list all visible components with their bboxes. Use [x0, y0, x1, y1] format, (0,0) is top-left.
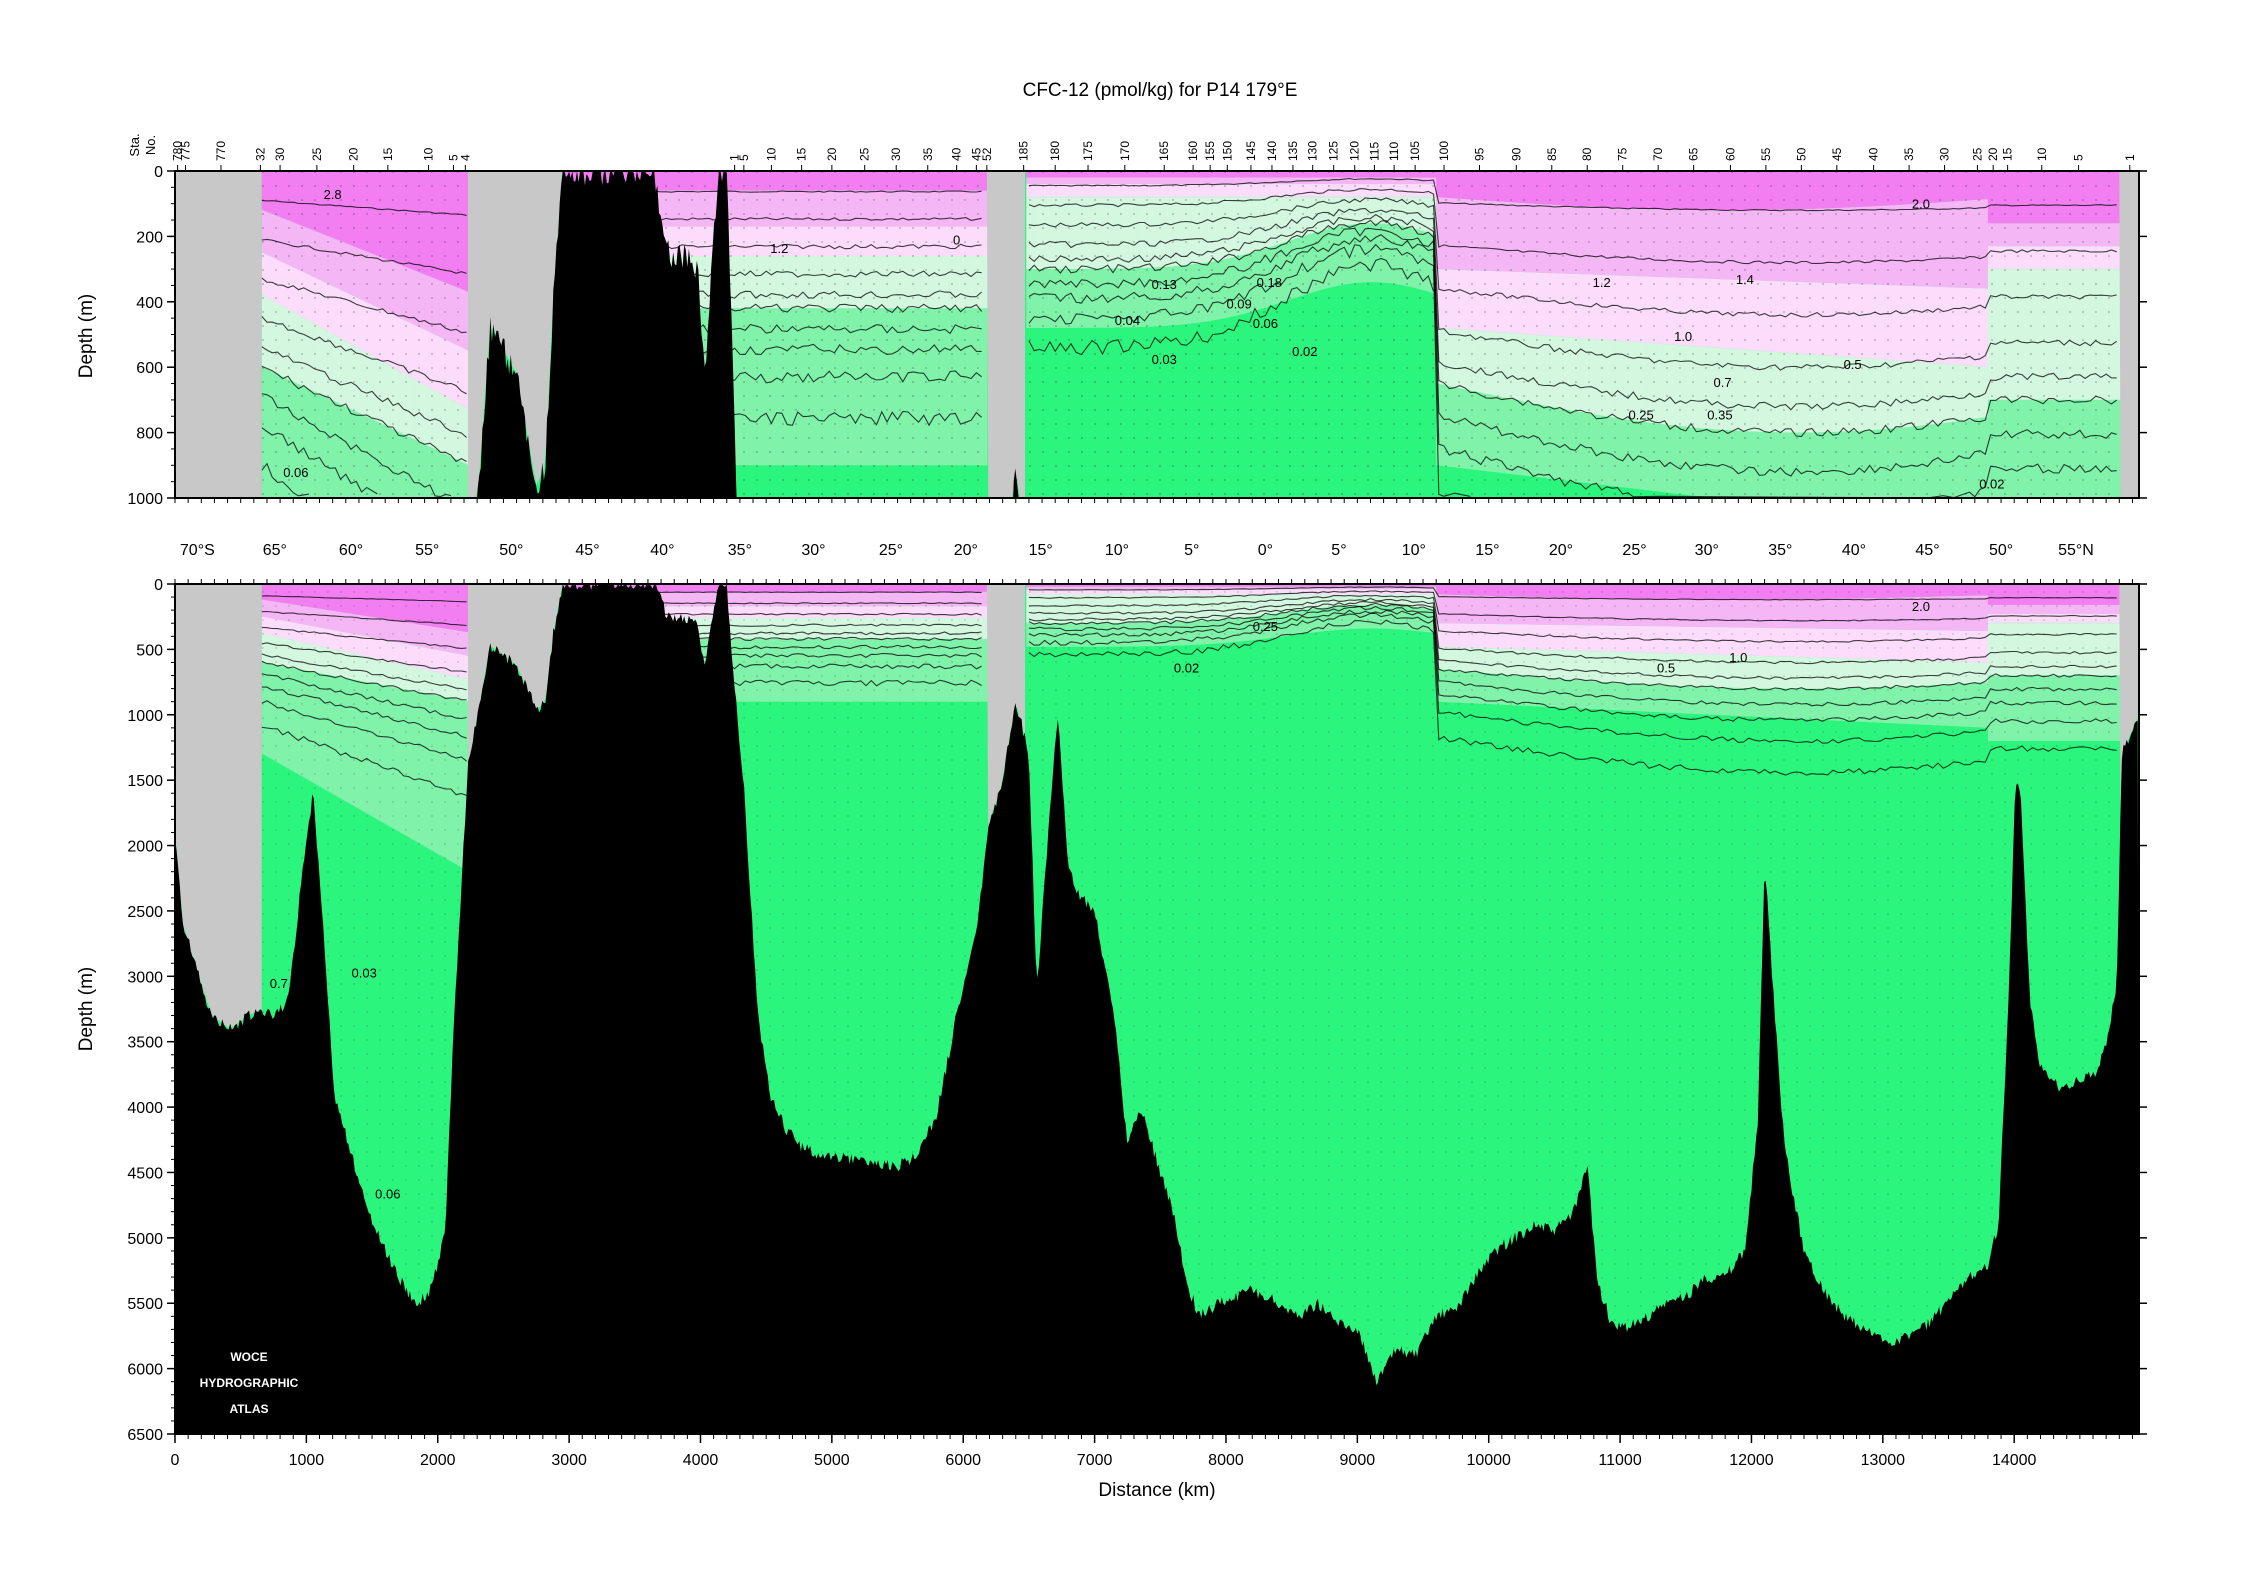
no-data-region	[986, 171, 1025, 498]
chart-title: CFC-12 (pmol/kg) for P14 179°E	[1023, 80, 1298, 101]
upper-panel	[175, 171, 2139, 498]
no-data-region	[2119, 171, 2139, 498]
no-data-region	[468, 171, 563, 498]
seafloor-topography	[175, 171, 2139, 498]
no-data-region	[175, 171, 262, 498]
upper-panel-content	[175, 171, 2139, 498]
lower-panel	[175, 584, 2139, 1434]
lower-panel-content	[175, 584, 2139, 1434]
